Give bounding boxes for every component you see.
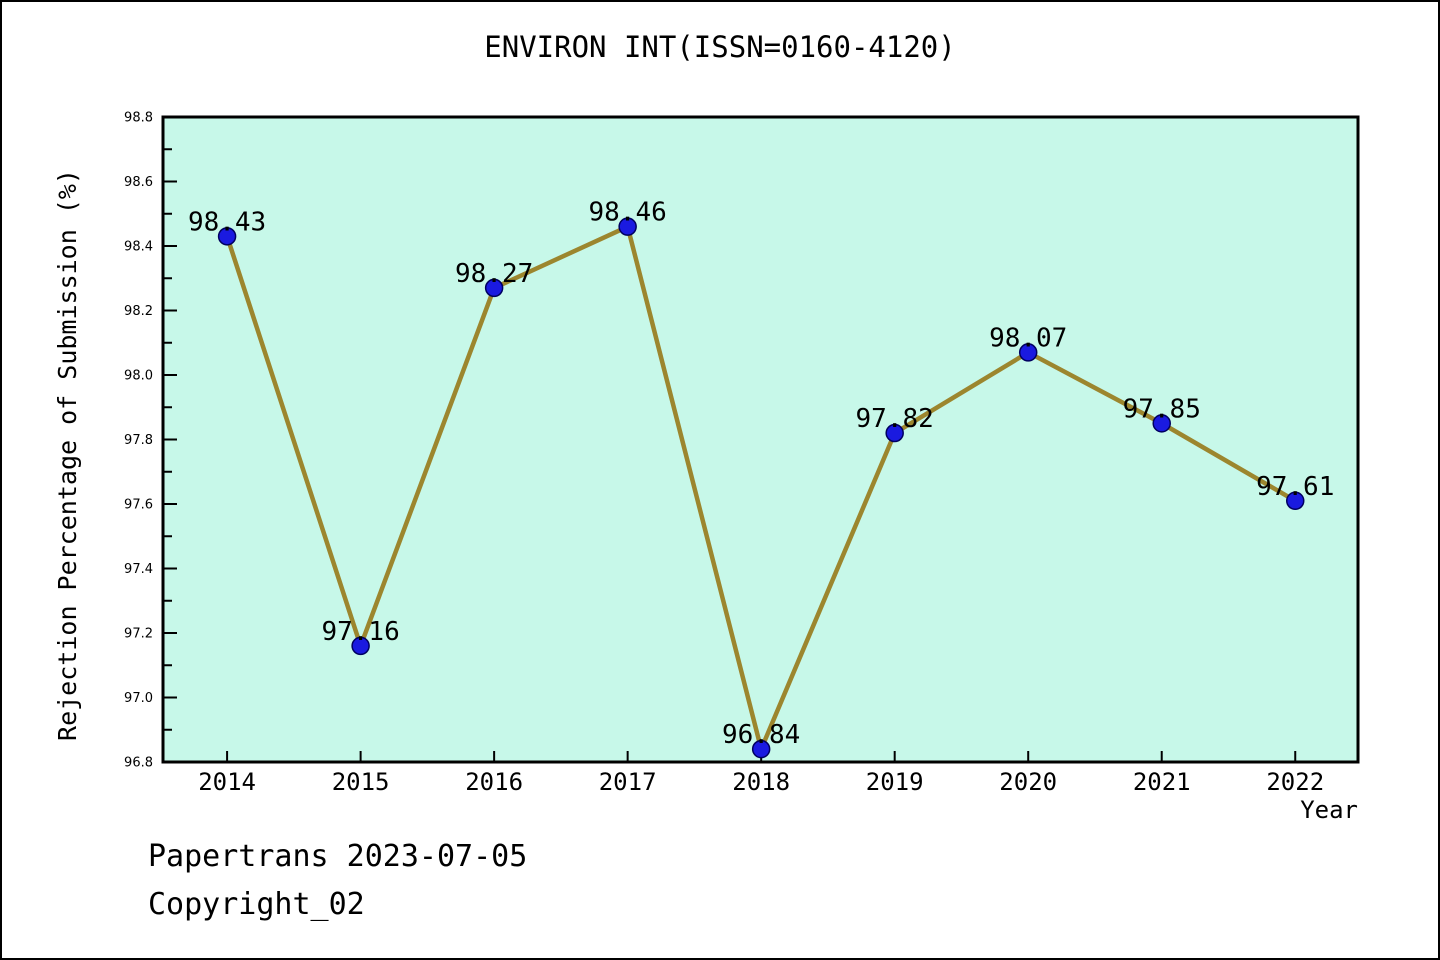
data-point-label: 98.27 bbox=[455, 259, 533, 289]
y-tick-label: 98.8 bbox=[124, 111, 153, 126]
data-point-label: 97.82 bbox=[856, 404, 934, 434]
x-tick-label: 2020 bbox=[999, 768, 1057, 796]
data-point-label: 97.85 bbox=[1123, 394, 1201, 424]
x-tick-label: 2014 bbox=[198, 768, 256, 796]
y-tick-label: 96.8 bbox=[124, 756, 153, 771]
data-point-marker bbox=[885, 423, 904, 443]
data-point-label: 96.84 bbox=[722, 720, 800, 750]
data-point-label: 98.07 bbox=[989, 323, 1067, 353]
data-point-marker bbox=[1152, 414, 1171, 433]
chart-title: ENVIRON INT(ISSN=0160-4120) bbox=[484, 30, 955, 64]
x-tick-label: 2018 bbox=[732, 768, 790, 796]
data-point-label: 98.46 bbox=[589, 198, 667, 228]
data-point-marker bbox=[751, 739, 771, 759]
footer-source-line: Papertrans 2023-07-05 bbox=[148, 839, 527, 874]
y-tick-label: 97.2 bbox=[124, 627, 153, 642]
footer-copyright-line: Copyright_02 bbox=[148, 887, 365, 922]
data-point-marker bbox=[618, 217, 637, 236]
y-axis-label: Rejection Percentage of Submission (%) bbox=[53, 169, 82, 741]
y-tick-label: 97.4 bbox=[124, 562, 153, 577]
y-tick-label: 98.6 bbox=[124, 175, 153, 190]
y-tick-label: 98.0 bbox=[124, 369, 153, 384]
y-tick-label: 97.0 bbox=[124, 691, 153, 706]
data-point-label: 97.61 bbox=[1256, 472, 1334, 502]
x-tick-label: 2021 bbox=[1133, 768, 1191, 796]
data-point-marker bbox=[1285, 491, 1305, 511]
data-point-label: 98.43 bbox=[188, 207, 266, 237]
x-tick-label: 2022 bbox=[1266, 768, 1324, 796]
x-axis-label: Year bbox=[1300, 796, 1358, 824]
y-tick-label: 97.8 bbox=[124, 433, 153, 448]
x-tick-label: 2017 bbox=[599, 768, 657, 796]
y-tick-label: 98.2 bbox=[124, 304, 153, 319]
data-point-marker bbox=[217, 227, 237, 246]
y-tick-label: 98.4 bbox=[124, 240, 153, 255]
x-tick-label: 2019 bbox=[866, 768, 924, 796]
x-tick-label: 2016 bbox=[465, 768, 523, 796]
x-tick-label: 2015 bbox=[332, 768, 390, 796]
data-point-label: 97.16 bbox=[321, 617, 399, 647]
plot-background bbox=[161, 115, 1360, 764]
y-tick-label: 97.6 bbox=[124, 498, 153, 513]
plot-area: 96.8 97.0 97.2 97.4 97.6 97.8 98.0 98.2 98.4 98.6… bbox=[124, 111, 1360, 796]
data-point-marker bbox=[351, 636, 370, 656]
data-point-marker bbox=[1018, 343, 1038, 362]
data-point-marker bbox=[484, 278, 504, 298]
